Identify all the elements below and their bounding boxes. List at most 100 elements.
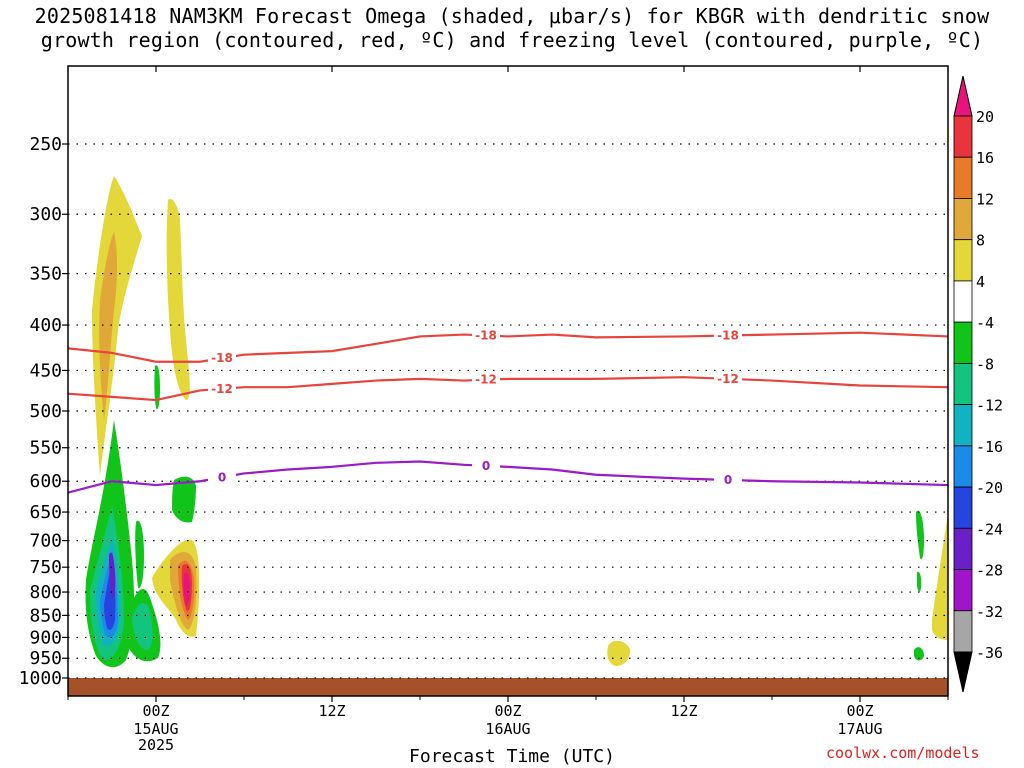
colorbar-label: 16 <box>976 149 994 167</box>
colorbar-label: -28 <box>976 562 1003 580</box>
y-tick-label: 550 <box>29 438 62 459</box>
colorbar-swatch <box>953 239 973 282</box>
contour-label: -18 <box>475 328 497 342</box>
colorbar-label: -24 <box>976 520 1003 538</box>
colorbar-label: 8 <box>976 232 985 250</box>
x-tick-label: 00Z <box>494 702 521 720</box>
omega-positive-region <box>166 198 190 400</box>
colorbar-label: 4 <box>976 273 985 291</box>
colorbar-label: -4 <box>976 314 994 332</box>
contour-label-bg <box>472 457 500 472</box>
y-tick-label: 650 <box>29 502 62 523</box>
colorbar-swatch <box>953 156 973 199</box>
y-tick-label: 350 <box>29 264 62 285</box>
x-tick-sublabel: 15AUG <box>133 720 178 738</box>
omega-positive-region <box>183 572 190 606</box>
temperature-contours: -18 -18 -18 -12 -12 -12 0 0 0 <box>68 327 948 494</box>
contour-label: -18 <box>211 351 233 365</box>
contour-label-bg <box>472 371 500 386</box>
y-tick-label: 500 <box>29 401 62 422</box>
x-tick-label: 12Z <box>670 702 697 720</box>
contour-label-bg <box>208 350 236 365</box>
contour-label: 0 <box>218 470 226 484</box>
colorbar-label: -32 <box>976 603 1003 621</box>
y-tick-label: 900 <box>29 627 62 648</box>
y-tick-label: 300 <box>29 204 62 225</box>
y-tick-label: 250 <box>29 134 62 155</box>
grid-lines <box>68 143 948 679</box>
omega-shading <box>85 176 948 668</box>
colorbar-swatch <box>953 527 973 570</box>
x-tick-sublabel: 16AUG <box>485 720 530 738</box>
chart-title-line-1: 2025081418 NAM3KM Forecast Omega (shaded… <box>34 4 990 28</box>
y-tick-label: 700 <box>29 531 62 552</box>
colorbar-bottom-arrow <box>953 651 973 693</box>
contour-label-bg <box>208 469 236 484</box>
y-tick-label: 1000 <box>19 668 62 689</box>
colorbar-label: -36 <box>976 644 1003 662</box>
colorbar-swatch <box>953 280 973 323</box>
colorbar-swatch <box>953 610 973 653</box>
colorbar: 20 16 12 8 4 -4 -8 -12 -16 -20 -24 -28 -32 -36 <box>953 75 1003 693</box>
plot-frame <box>67 65 949 697</box>
colorbar-swatch <box>953 321 973 364</box>
colorbar-swatch <box>953 445 973 488</box>
omega-negative-region <box>914 647 924 661</box>
contour-line <box>68 460 948 494</box>
contour-label: -12 <box>211 382 233 396</box>
contour-label-bg <box>472 327 500 342</box>
y-tick-label: 400 <box>29 315 62 336</box>
omega-negative-region <box>917 571 922 592</box>
y-tick-label: 600 <box>29 471 62 492</box>
x-tick-sublabel: 2025 <box>138 736 174 754</box>
y-axis: 2503003504004505005506006507007508008509… <box>19 134 68 689</box>
chart-title-line-2: growth region (contoured, red, ºC) and f… <box>40 28 984 52</box>
colorbar-swatch <box>953 486 973 529</box>
omega-negative-region <box>109 552 116 599</box>
x-tick-label: 00Z <box>142 702 169 720</box>
contour-label: 0 <box>724 473 732 487</box>
omega-negative-region <box>135 520 144 589</box>
contour-label-bg <box>714 471 742 486</box>
y-tick-label: 850 <box>29 605 62 626</box>
omega-negative-region <box>172 476 196 523</box>
omega-negative-region <box>154 365 160 410</box>
ground-surface <box>68 678 948 696</box>
colorbar-swatch <box>953 198 973 241</box>
colorbar-label: 12 <box>976 190 994 208</box>
omega-positive-region <box>607 640 630 666</box>
omega-positive-region <box>99 232 117 420</box>
x-tick-label: 00Z <box>846 702 873 720</box>
colorbar-label: -8 <box>976 355 994 373</box>
contour-line <box>68 331 948 363</box>
x-tick-sublabel: 17AUG <box>837 720 882 738</box>
contour-label: -12 <box>475 373 497 387</box>
contour-label: -18 <box>717 328 739 342</box>
y-tick-label: 800 <box>29 582 62 603</box>
y-tick-label: 450 <box>29 360 62 381</box>
contour-label-bg <box>714 370 742 385</box>
omega-negative-region <box>132 602 153 650</box>
y-tick-label: 750 <box>29 557 62 578</box>
colorbar-label: -20 <box>976 479 1003 497</box>
contour-label-bg <box>714 327 742 342</box>
contour-label: -12 <box>717 372 739 386</box>
x-axis-label: Forecast Time (UTC) <box>409 746 615 767</box>
omega-negative-region <box>916 510 924 560</box>
colorbar-label: -12 <box>976 397 1003 415</box>
colorbar-swatch <box>953 569 973 612</box>
colorbar-label: -16 <box>976 438 1003 456</box>
contour-label: 0 <box>482 459 490 473</box>
contour-line <box>68 376 948 402</box>
colorbar-swatch <box>953 362 973 406</box>
omega-positive-region <box>932 513 948 640</box>
colorbar-top-arrow <box>953 75 973 117</box>
y-tick-label: 950 <box>29 648 62 669</box>
x-tick-label: 12Z <box>318 702 345 720</box>
colorbar-swatch <box>953 404 973 447</box>
contour-label-bg <box>208 380 236 395</box>
credit-link[interactable]: coolwx.com/models <box>826 744 980 762</box>
colorbar-label: 20 <box>976 108 994 126</box>
